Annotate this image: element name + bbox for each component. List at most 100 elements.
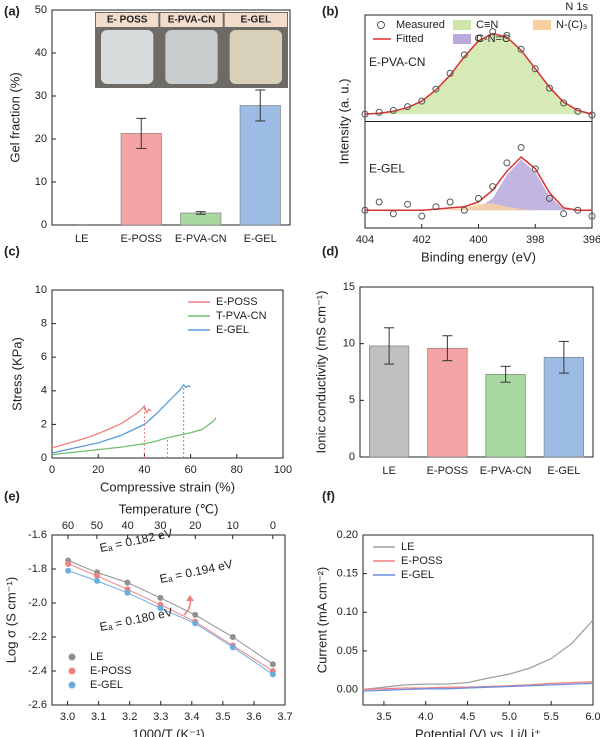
legend-swatch — [377, 21, 385, 29]
y-tick-label: 40 — [35, 47, 47, 59]
data-point — [460, 206, 468, 214]
data-point — [489, 183, 497, 191]
legend-label: E-POSS — [401, 555, 443, 567]
x-tick-label: 0 — [49, 464, 55, 476]
fit-line — [365, 155, 592, 212]
x-tick-label: 40 — [138, 464, 150, 476]
x-tick-label: E-GEL — [547, 465, 580, 477]
data-point — [460, 51, 468, 59]
component-area — [365, 203, 592, 211]
component-area — [365, 33, 592, 115]
x-axis-label: Potential (V) vs. Li/Li⁺ — [415, 726, 541, 737]
data-point — [404, 200, 412, 208]
y-axis-label: Stress (KPa) — [9, 337, 24, 411]
legend-label: E-POSS — [90, 665, 132, 677]
y-tick-label: 0 — [41, 452, 47, 464]
data-point — [269, 661, 276, 668]
legend-label: C-N=C — [476, 33, 510, 45]
data-point — [418, 97, 426, 105]
x-tick-label: E-PVA-CN — [175, 233, 227, 245]
x-tick-label: 6.0 — [585, 711, 600, 723]
inset-header — [96, 13, 159, 27]
y-tick-label: 15 — [343, 281, 355, 293]
data-point — [229, 644, 236, 651]
inset-header — [160, 13, 223, 27]
data-point — [446, 198, 454, 206]
annotation: Eₐ = 0.182 eV — [98, 526, 173, 555]
x-tick-label: 100 — [274, 464, 292, 476]
y-axis-label: Current (mA cm⁻²) — [314, 567, 329, 674]
y-tick-label: 0 — [349, 451, 355, 463]
data-point — [192, 611, 199, 618]
x-tick-label: 402 — [413, 234, 431, 246]
data-point — [517, 45, 525, 53]
x-tick-label: 400 — [469, 234, 487, 246]
data-point — [560, 210, 568, 218]
data-point — [475, 34, 482, 42]
plot-frame — [362, 534, 594, 706]
x-tick-label: 3.5 — [215, 711, 230, 723]
x-tick-label: E-PVA-CN — [480, 465, 532, 477]
y-tick-label: 10 — [35, 284, 47, 296]
legend-label: C≡N — [476, 19, 498, 31]
data-point — [432, 85, 440, 93]
data-point — [531, 65, 539, 73]
x-tick-label: 3.3 — [153, 711, 168, 723]
y-tick-label: 0.15 — [337, 568, 358, 580]
data-point — [489, 28, 497, 36]
x-tick-label: 20 — [92, 464, 104, 476]
data-point — [375, 108, 383, 116]
component-area — [365, 159, 592, 211]
x2-tick-label: 30 — [154, 520, 166, 532]
y-tick-label: 20 — [35, 133, 47, 145]
x-tick-label: 5.0 — [502, 711, 517, 723]
bar — [239, 105, 281, 226]
data-point — [157, 605, 164, 612]
x-tick-label: 3.1 — [91, 711, 106, 723]
x-tick-label: 80 — [231, 464, 243, 476]
data-point — [361, 206, 369, 214]
bar — [427, 347, 468, 458]
panel-label: (e) — [4, 488, 20, 503]
x2-tick-label: 20 — [189, 520, 201, 532]
data-point — [574, 107, 582, 115]
x-tick-label: E-GEL — [244, 233, 277, 245]
legend-label: Measured — [396, 19, 445, 31]
data-point — [65, 560, 72, 567]
annotation: Eₐ = 0.180 eV — [98, 605, 173, 634]
data-point — [418, 212, 426, 220]
data-point — [157, 594, 164, 601]
legend-label: LE — [90, 651, 103, 663]
panel-label: (b) — [322, 3, 339, 18]
inset-label: E- POSS — [107, 15, 148, 26]
x-tick-label: LE — [382, 465, 395, 477]
panel-name: E-GEL — [369, 162, 405, 176]
legend-label: E-POSS — [216, 296, 258, 308]
y-tick-label: 10 — [35, 176, 47, 188]
x-tick-label: E-POSS — [120, 233, 162, 245]
data-point — [229, 634, 236, 640]
inset-header — [224, 13, 287, 27]
data-point — [531, 165, 539, 173]
x-axis-label: 1000/T (K⁻¹) — [132, 726, 204, 737]
data-point — [389, 106, 397, 114]
panel-label: (c) — [4, 243, 20, 258]
data-point — [446, 69, 454, 77]
bar — [180, 212, 222, 226]
x-tick-label: 5.5 — [544, 711, 559, 723]
legend-swatch — [533, 20, 551, 30]
inset-vial — [229, 30, 282, 84]
bar — [543, 356, 584, 458]
data-point — [560, 99, 568, 107]
x2-tick-label: 0 — [270, 520, 276, 532]
series-line — [51, 404, 152, 449]
y-tick-label: 0.00 — [337, 683, 358, 695]
y-tick-label: 4 — [41, 385, 47, 397]
data-point — [503, 31, 511, 39]
annotation: N 1s — [565, 1, 588, 13]
y-tick-label: 2 — [41, 418, 47, 430]
y-tick-label: -2.6 — [28, 699, 47, 711]
panel-name: E-PVA-CN — [369, 55, 425, 69]
y-tick-label: 30 — [35, 90, 47, 102]
